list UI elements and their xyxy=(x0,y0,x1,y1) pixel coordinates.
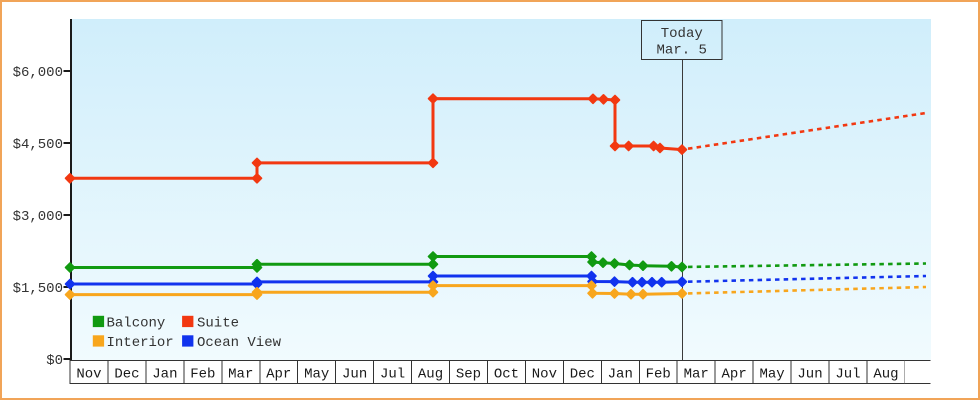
svg-text:Nov: Nov xyxy=(76,367,101,383)
svg-text:Interior: Interior xyxy=(107,335,174,351)
svg-text:Suite: Suite xyxy=(197,315,239,331)
svg-text:Oct: Oct xyxy=(494,367,519,383)
svg-text:Jan: Jan xyxy=(608,367,633,383)
svg-text:Balcony: Balcony xyxy=(107,315,166,331)
svg-text:Jun: Jun xyxy=(342,367,367,383)
svg-text:Mar. 5: Mar. 5 xyxy=(657,43,707,59)
svg-text:Feb: Feb xyxy=(646,367,671,383)
svg-text:Ocean View: Ocean View xyxy=(197,335,282,351)
svg-text:Jun: Jun xyxy=(797,367,822,383)
svg-text:Mar: Mar xyxy=(684,367,709,383)
svg-text:$4,500: $4,500 xyxy=(13,137,63,153)
svg-text:Jul: Jul xyxy=(380,367,405,383)
svg-text:Today: Today xyxy=(661,26,703,42)
svg-text:May: May xyxy=(304,367,329,383)
svg-text:$1,500: $1,500 xyxy=(13,281,63,297)
svg-text:Aug: Aug xyxy=(873,367,898,383)
svg-text:Dec: Dec xyxy=(570,367,595,383)
svg-text:Sep: Sep xyxy=(456,367,481,383)
svg-text:Dec: Dec xyxy=(114,367,139,383)
svg-text:May: May xyxy=(759,367,784,383)
svg-text:$6,000: $6,000 xyxy=(13,65,63,81)
svg-text:Feb: Feb xyxy=(190,367,215,383)
svg-text:Jan: Jan xyxy=(152,367,177,383)
svg-text:$3,000: $3,000 xyxy=(13,209,63,225)
svg-text:Apr: Apr xyxy=(266,367,291,383)
svg-text:Jul: Jul xyxy=(835,367,860,383)
svg-text:$0: $0 xyxy=(46,353,63,369)
svg-text:Nov: Nov xyxy=(532,367,557,383)
svg-text:Mar: Mar xyxy=(228,367,253,383)
svg-text:Apr: Apr xyxy=(722,367,747,383)
svg-text:Aug: Aug xyxy=(418,367,443,383)
